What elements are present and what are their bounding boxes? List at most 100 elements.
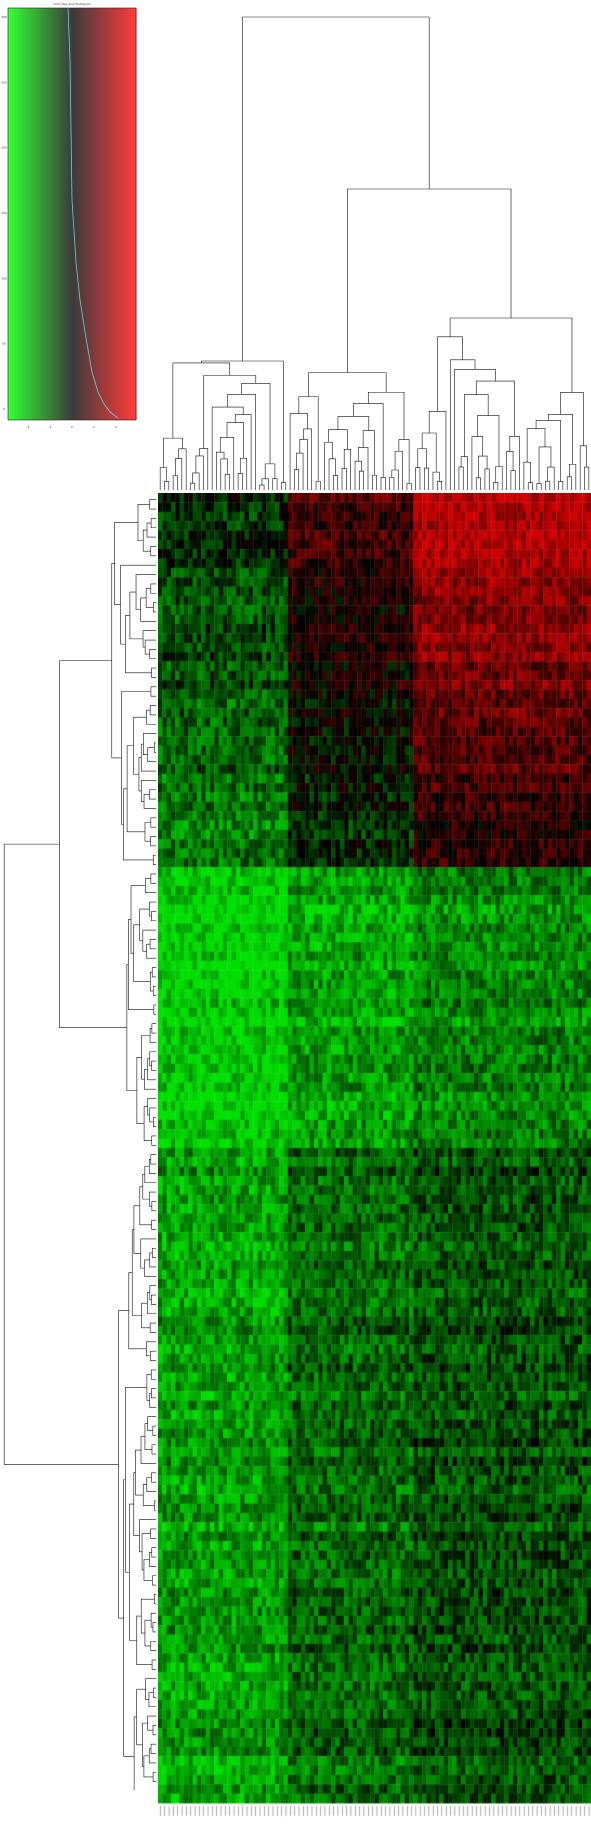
color-key-stripe [61, 8, 65, 420]
column-dendrogram-branch [298, 396, 319, 482]
row-dendrogram-branch [144, 1166, 156, 1184]
row-dendrogram-branch [130, 885, 146, 954]
row-dendrogram-branch [128, 1272, 147, 1350]
row-dendrogram-branch [149, 1392, 156, 1408]
row-dendrogram-branch [144, 1259, 156, 1277]
row-dendrogram-branch [146, 943, 156, 959]
column-dendrogram-branch [362, 430, 375, 476]
color-key-stripe [46, 8, 50, 420]
row-dendrogram-branch [149, 1051, 156, 1067]
histogram-axis-label: 300 [1, 15, 7, 19]
row-dendrogram-branch [125, 615, 152, 674]
color-key-stripe [89, 8, 92, 420]
row-dendrogram-branch [114, 522, 138, 605]
row-dendrogram-branch [147, 1098, 156, 1116]
column-dendrogram-branch [569, 463, 577, 490]
row-dendrogram-branch [133, 716, 147, 775]
row-dendrogram-branch [149, 1552, 156, 1567]
color-key-stripe [125, 8, 129, 420]
row-dendrogram-branch [149, 499, 156, 510]
color-key-stripe [93, 8, 97, 420]
row-dendrogram [0, 490, 160, 1790]
row-dendrogram-branch [145, 588, 154, 608]
color-key-stripe [54, 8, 58, 420]
row-dendrogram-branch [142, 1174, 150, 1200]
column-dendrogram-branch [241, 383, 271, 464]
row-dendrogram-branch [144, 822, 151, 842]
row-dendrogram-branch [145, 1678, 156, 1701]
column-dendrogram-branch [299, 439, 308, 490]
column-dendrogram-branch [478, 455, 488, 478]
row-dendrogram-branch [149, 1252, 156, 1268]
row-dendrogram-branch [151, 1472, 156, 1483]
color-key-stripe [80, 8, 84, 420]
column-dendrogram-branch [199, 448, 209, 490]
column-dendrogram-branch [242, 16, 430, 361]
row-dendrogram-branch [143, 1755, 154, 1778]
color-key-stripe [50, 8, 54, 420]
color-key-stripe [110, 8, 114, 420]
row-dendrogram-branch [151, 1659, 156, 1670]
row-dendrogram-branch [128, 1503, 137, 1641]
color-key-title: Color Key and Histogram [53, 2, 90, 6]
column-dendrogram-branch [220, 458, 228, 490]
histogram-axis-label: 100 [1, 276, 7, 280]
row-dendrogram-branch [149, 939, 156, 950]
row-dendrogram-branch [150, 518, 156, 529]
column-dendrogram-branch [337, 416, 370, 431]
row-dendrogram-branch [133, 1716, 137, 1790]
row-dendrogram-branch [152, 1771, 156, 1782]
row-dendrogram-branch [150, 1640, 156, 1651]
row-dendrogram-branch [150, 583, 156, 594]
color-key-stripe [74, 8, 77, 420]
column-dendrogram-branch [308, 372, 387, 397]
column-dendrogram-branch [415, 467, 421, 490]
color-key-stripe [127, 8, 131, 420]
column-dendrogram-branch [164, 481, 170, 490]
column-dendrogram-branch [272, 478, 278, 490]
color-key-stripe [65, 8, 69, 420]
color-key-stripe [108, 8, 111, 420]
row-dendrogram-branch [147, 1715, 156, 1731]
row-dendrogram-branch [149, 705, 156, 716]
row-dendrogram-branch [143, 1106, 152, 1141]
column-dendrogram-branch [224, 474, 230, 490]
color-key-stripe [129, 8, 133, 420]
column-dendrogram-svg [159, 16, 590, 490]
column-dendrogram-branch [357, 447, 369, 490]
color-key-tick-label: -4 [27, 425, 30, 429]
column-dendrogram-branch [359, 470, 364, 490]
color-key-stripe [86, 8, 90, 420]
row-dendrogram-branch [149, 649, 156, 660]
row-dendrogram-branch [59, 660, 127, 1028]
row-dendrogram-branch [3, 843, 119, 1465]
column-dendrogram [157, 0, 591, 495]
row-dendrogram-branch [121, 691, 151, 825]
column-dendrogram-branch [458, 466, 464, 490]
column-dendrogram-branch [343, 449, 351, 490]
color-key-stripe [104, 8, 107, 420]
row-dendrogram-branch [151, 1444, 156, 1455]
histogram-axis-label: 50 [2, 342, 6, 346]
row-dendrogram-branch [147, 1416, 156, 1432]
column-dendrogram-branch [437, 336, 463, 412]
color-key-stripe [14, 8, 18, 420]
column-dendrogram-branch [535, 420, 561, 482]
row-dendrogram-branch [148, 1748, 156, 1764]
row-dendrogram-branch [150, 1612, 156, 1628]
column-dendrogram-branch [545, 480, 551, 490]
color-key-stripe [10, 8, 13, 420]
row-dendrogram-branch [133, 924, 151, 982]
row-dendrogram-branch [111, 563, 122, 759]
row-dendrogram-branch [149, 1028, 156, 1043]
column-dendrogram-branch [341, 468, 347, 490]
column-dendrogram-branch [475, 380, 515, 437]
color-key-stripe [18, 8, 22, 420]
color-key-stripe [33, 8, 37, 420]
row-dendrogram-branch [151, 1547, 156, 1558]
column-dendrogram-branch [536, 483, 542, 490]
color-key-stripe [48, 8, 52, 420]
color-key-stripe [25, 8, 28, 420]
column-dendrogram-branch [264, 463, 276, 479]
row-dendrogram-branch [153, 742, 156, 753]
